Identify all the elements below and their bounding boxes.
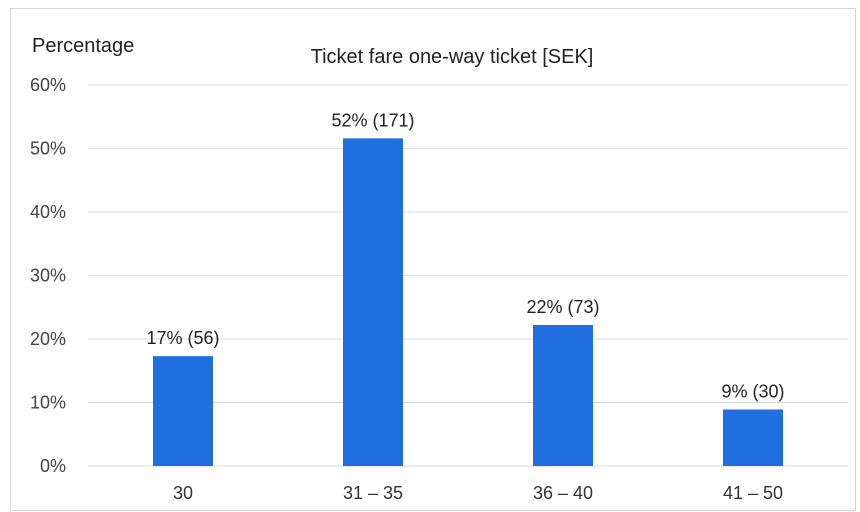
data-label: 17% (56) bbox=[146, 328, 219, 348]
x-tick-label: 36 – 40 bbox=[533, 483, 593, 503]
chart-frame bbox=[10, 8, 856, 511]
chart-title: Ticket fare one-way ticket [SEK] bbox=[311, 46, 594, 68]
y-tick-label: 0% bbox=[40, 456, 66, 476]
data-label: 22% (73) bbox=[526, 297, 599, 317]
gridlines bbox=[88, 84, 848, 467]
y-tick-label: 40% bbox=[30, 202, 66, 222]
y-tick-label: 50% bbox=[30, 139, 66, 159]
bar bbox=[343, 138, 403, 466]
bar bbox=[533, 325, 593, 466]
y-tick-label: 60% bbox=[30, 75, 66, 95]
data-label: 9% (30) bbox=[721, 381, 784, 401]
y-tick-label: 10% bbox=[30, 393, 66, 413]
x-tick-label: 41 – 50 bbox=[723, 483, 783, 503]
y-tick-label: 20% bbox=[30, 329, 66, 349]
x-tick-label: 30 bbox=[173, 483, 193, 503]
bars bbox=[153, 138, 783, 466]
y-axis-title: Percentage bbox=[32, 35, 134, 57]
data-labels: 17% (56) 52% (171) 22% (73) 9% (30) bbox=[146, 110, 784, 401]
bar bbox=[153, 356, 213, 466]
category-labels: 30 31 – 35 36 – 40 41 – 50 bbox=[173, 483, 783, 503]
y-tick-labels: 0% 10% 20% 30% 40% 50% 60% bbox=[30, 75, 66, 476]
x-tick-label: 31 – 35 bbox=[343, 483, 403, 503]
y-tick-label: 30% bbox=[30, 266, 66, 286]
data-label: 52% (171) bbox=[331, 110, 414, 130]
bar bbox=[723, 409, 783, 466]
